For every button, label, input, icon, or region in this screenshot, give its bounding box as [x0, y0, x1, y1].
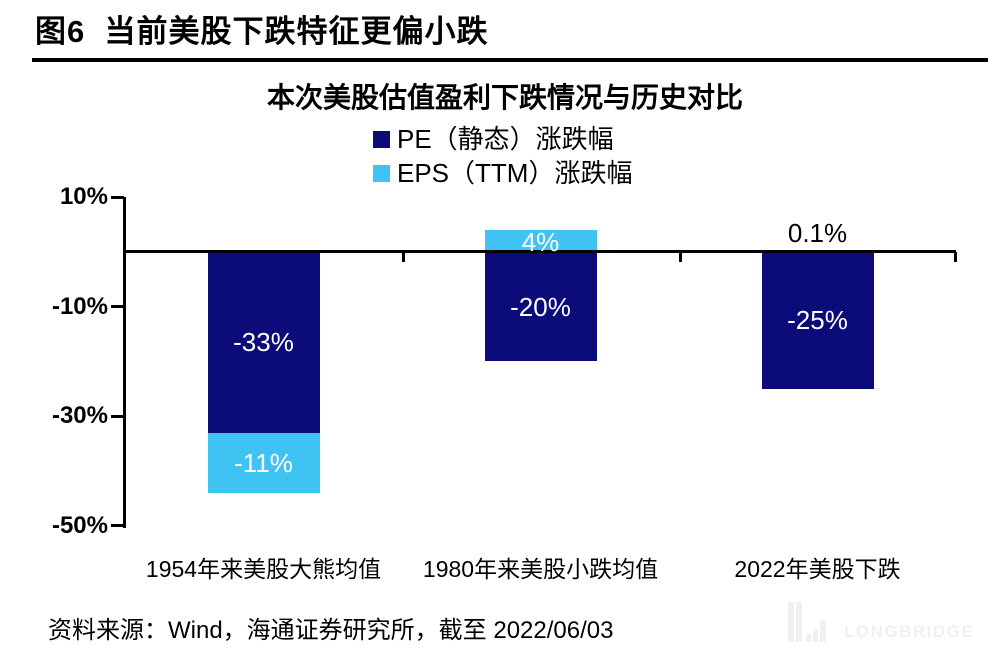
legend-item: EPS（TTM）涨跌幅	[373, 156, 632, 190]
pe-bar-value-label: -33%	[233, 327, 294, 358]
pe-bar-value-label: -25%	[787, 305, 848, 336]
pe-bar	[761, 252, 874, 389]
figure-title: 图6 当前美股下跌特征更偏小跌	[35, 14, 489, 49]
y-axis-tick-label: -10%	[51, 292, 108, 320]
y-axis-tick-label: 10%	[59, 183, 108, 211]
legend-label: EPS（TTM）涨跌幅	[397, 158, 633, 188]
longbridge-logo-icon	[788, 602, 828, 642]
eps-value-label: 0.1%	[787, 218, 848, 248]
eps-bar-value-label: 4%	[521, 227, 560, 258]
y-axis-tick	[111, 195, 124, 199]
x-axis-category-label: 2022年美股下跌	[734, 556, 901, 582]
y-axis-tick	[111, 524, 124, 527]
y-axis-tick	[111, 414, 124, 418]
x-axis-tick	[953, 252, 957, 262]
pe-bar-value-label: -20%	[510, 291, 571, 322]
source-note: 资料来源：Wind，海通证券研究所，截至 2022/06/03	[48, 617, 614, 644]
eps-bar	[207, 432, 320, 493]
eps-bar	[484, 230, 597, 252]
y-axis-tick-label: -30%	[51, 402, 108, 430]
y-axis-tick	[111, 305, 124, 309]
zero-baseline	[123, 250, 956, 253]
chart-legend: PE（静态）涨跌幅 EPS（TTM）涨跌幅	[373, 122, 632, 190]
legend-label: PE（静态）涨跌幅	[397, 124, 614, 154]
x-axis-tick	[679, 252, 682, 262]
eps-bar-value-label: -11%	[234, 447, 293, 478]
longbridge-watermark: LONGBRIDGE	[788, 598, 993, 646]
legend-swatch-icon	[373, 130, 390, 148]
y-axis-tick-label: -50%	[51, 511, 108, 539]
x-axis-category-label: 1954年来美股大熊均值	[145, 556, 382, 582]
pe-bar	[484, 252, 597, 362]
legend-swatch-icon	[373, 164, 390, 182]
pe-bar	[207, 252, 320, 433]
chart-title: 本次美股估值盈利下跌情况与历史对比	[266, 82, 743, 113]
x-axis-tick	[402, 252, 405, 262]
y-axis-line	[123, 197, 126, 528]
x-axis-category-label: 1980年来美股小跌均值	[422, 556, 659, 582]
title-underline	[32, 58, 988, 62]
watermark-text: LONGBRIDGE	[844, 622, 975, 641]
legend-item: PE（静态）涨跌幅	[373, 122, 632, 156]
